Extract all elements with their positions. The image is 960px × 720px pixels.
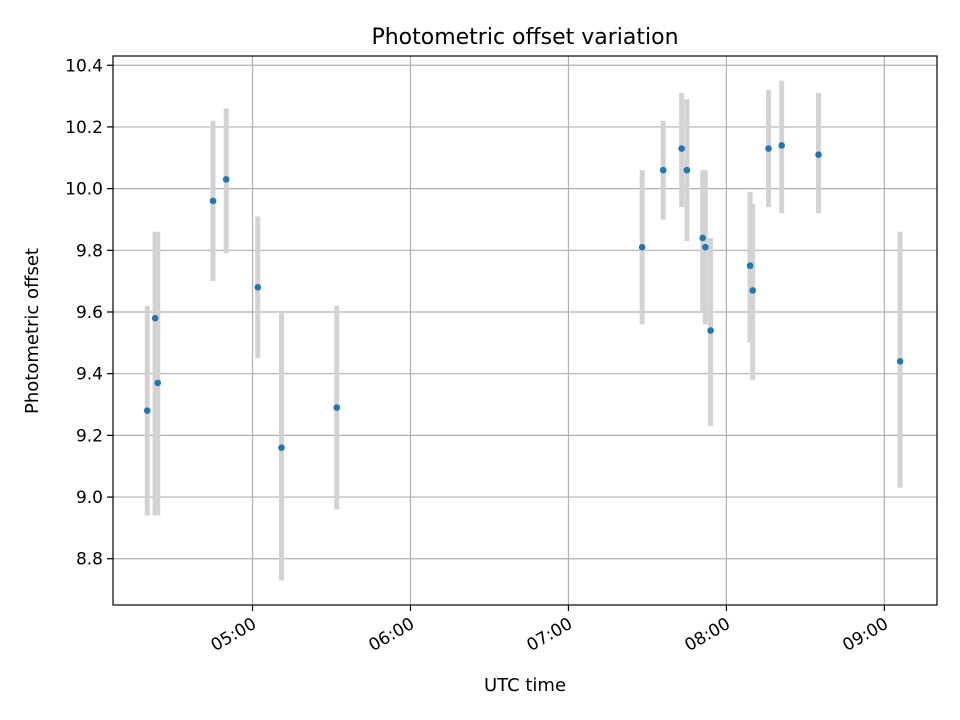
y-tick-label: 9.2 [76, 426, 103, 446]
data-point [683, 166, 691, 174]
y-tick-label: 9.6 [76, 303, 103, 323]
data-point [765, 145, 772, 152]
data-point [209, 197, 217, 205]
data-point [702, 243, 709, 251]
data-points [143, 142, 904, 452]
chart-title: Photometric offset variation [371, 25, 678, 50]
data-point [746, 262, 754, 270]
data-point [778, 142, 785, 149]
y-tick-label: 9.0 [76, 488, 103, 508]
data-point [678, 145, 685, 152]
y-tick-label: 9.4 [76, 365, 103, 385]
grid [113, 56, 937, 605]
data-point [254, 284, 262, 291]
data-point [707, 327, 714, 334]
data-point [699, 234, 706, 242]
data-point [815, 151, 822, 158]
data-point [333, 404, 341, 411]
data-point [151, 314, 159, 322]
y-tick-label: 10.0 [65, 180, 103, 200]
data-point [896, 358, 904, 365]
y-tick-label: 10.4 [65, 56, 103, 76]
y-tick-label: 8.8 [76, 550, 103, 570]
y-tick-label: 9.8 [76, 241, 103, 261]
y-tick-label: 10.2 [65, 118, 103, 138]
data-point [638, 243, 646, 251]
data-point [222, 176, 230, 183]
y-axis-label: Photometric offset [22, 248, 43, 414]
plot-frame [112, 55, 938, 606]
data-point [143, 407, 151, 414]
data-point [154, 379, 162, 387]
data-point [278, 444, 285, 452]
data-point [749, 287, 757, 294]
x-axis-label: UTC time [484, 675, 566, 696]
data-point [659, 166, 667, 174]
